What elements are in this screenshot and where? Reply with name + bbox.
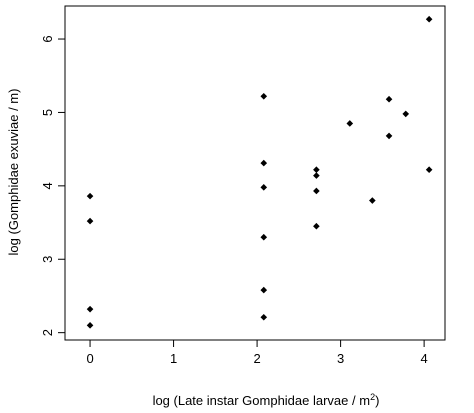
- x-tick-label: 3: [337, 351, 344, 366]
- data-point: [260, 233, 268, 241]
- y-tick-label: 2: [40, 329, 55, 336]
- data-point: [385, 95, 393, 103]
- y-axis-label: log (Gomphidae exuviae / m): [6, 89, 21, 256]
- data-point: [425, 15, 433, 23]
- plot-frame: [64, 5, 446, 341]
- data-point: [86, 305, 94, 313]
- y-tick-label: 4: [40, 182, 55, 189]
- x-tick-label: 2: [253, 351, 260, 366]
- data-point: [86, 322, 94, 329]
- x-axis: 0 1 2 3 4: [86, 340, 428, 366]
- y-axis: 2 3 4 5 6: [40, 35, 65, 336]
- data-point: [260, 313, 268, 321]
- y-tick-label: 6: [40, 35, 55, 42]
- data-point: [86, 217, 94, 225]
- x-axis-label-suffix: ): [375, 393, 379, 408]
- x-tick-label: 4: [421, 351, 428, 366]
- data-point: [260, 184, 268, 191]
- x-axis-label: log (Late instar Gomphidae larvae / m2): [153, 392, 380, 408]
- data-point: [369, 197, 376, 204]
- x-axis-label-superscript: 2: [370, 392, 375, 402]
- x-tick-label: 1: [170, 351, 177, 366]
- data-point: [346, 120, 354, 127]
- data-point: [313, 222, 320, 230]
- data-point: [313, 172, 320, 179]
- data-point: [425, 166, 433, 173]
- data-point: [313, 166, 320, 173]
- x-axis-label-main: log (Late instar Gomphidae larvae / m: [153, 393, 371, 408]
- data-point: [402, 110, 410, 118]
- data-point: [86, 192, 94, 200]
- data-point: [260, 159, 268, 167]
- data-point: [313, 187, 320, 195]
- y-tick-label: 3: [40, 256, 55, 263]
- data-point: [385, 132, 393, 140]
- x-tick-label: 0: [86, 351, 93, 366]
- data-points: [86, 15, 433, 329]
- data-point: [260, 286, 268, 294]
- data-point: [260, 92, 268, 100]
- y-tick-label: 5: [40, 109, 55, 116]
